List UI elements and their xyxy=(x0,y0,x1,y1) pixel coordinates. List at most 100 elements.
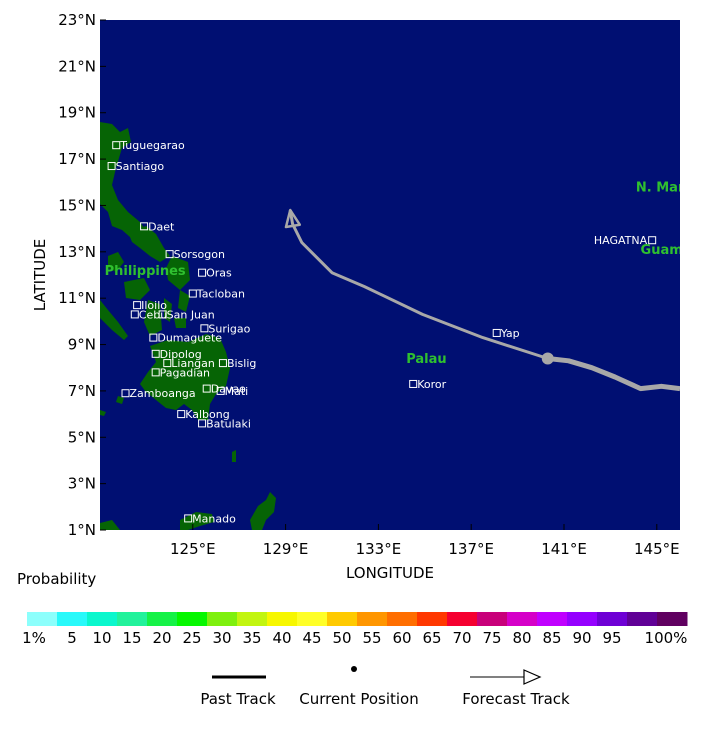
city-label: Yap xyxy=(500,327,520,340)
city-marker xyxy=(163,359,172,368)
legend-current-position-dot xyxy=(351,666,357,672)
lat-tick-label: 15°N xyxy=(58,196,96,214)
city-marker xyxy=(121,389,130,398)
city-marker xyxy=(216,386,225,395)
region-layer: Philippines Palau Guam N. Mari xyxy=(105,181,683,368)
lon-tick-label: 141°E xyxy=(541,540,587,558)
probability-label: 90 xyxy=(572,629,591,647)
lat-tick-label: 9°N xyxy=(68,336,96,354)
city-label: HAGATNA xyxy=(594,234,648,247)
city-label: Tuguegarao xyxy=(119,139,185,152)
mindanao-land xyxy=(140,334,230,420)
probability-swatch xyxy=(267,612,298,626)
city-marker xyxy=(107,162,116,171)
city-marker xyxy=(492,328,501,337)
city-label: Daet xyxy=(148,220,175,233)
lat-tick-label: 19°N xyxy=(58,104,96,122)
region-label: Guam xyxy=(641,243,683,258)
probability-swatch xyxy=(177,612,208,626)
probability-swatch xyxy=(207,612,238,626)
lon-tick-label: 145°E xyxy=(634,540,680,558)
lon-ticks: 125°E 129°E 133°E 137°E 141°E 145°E xyxy=(170,524,680,558)
lat-tick-label: 17°N xyxy=(58,150,96,168)
probability-swatch xyxy=(57,612,88,626)
city-label: Tacloban xyxy=(196,288,245,301)
probability-swatch xyxy=(447,612,478,626)
probability-label: 100% xyxy=(645,629,688,647)
legend-forecast-track-label: Forecast Track xyxy=(462,690,570,708)
forecast-track-line xyxy=(288,209,549,360)
probability-label: 10 xyxy=(92,629,111,647)
probability-label: 45 xyxy=(302,629,321,647)
palawan-land xyxy=(100,300,128,340)
city-label: Dipolog xyxy=(160,348,202,361)
probability-swatch xyxy=(147,612,178,626)
bicol-land xyxy=(128,226,170,262)
probability-swatch xyxy=(537,612,568,626)
city-label: Sorsogon xyxy=(174,248,225,261)
probability-swatch xyxy=(117,612,148,626)
city-label: Davao xyxy=(211,383,246,396)
city-label: Bislig xyxy=(227,357,256,370)
y-axis-label: LATITUDE xyxy=(31,239,49,312)
probability-label: 15 xyxy=(122,629,141,647)
probability-label: 25 xyxy=(182,629,201,647)
probability-swatch xyxy=(327,612,358,626)
city-marker xyxy=(200,324,209,333)
city-label: Cebu xyxy=(139,308,167,321)
lon-tick-label: 125°E xyxy=(170,540,216,558)
city-marker xyxy=(151,368,160,377)
city-label: Kalbong xyxy=(185,408,229,421)
city-label: Oras xyxy=(206,267,232,280)
probability-label: 80 xyxy=(512,629,531,647)
lon-tick-label: 129°E xyxy=(263,540,309,558)
forecast-arrow-icon xyxy=(284,208,302,229)
legend-current-position-label: Current Position xyxy=(299,690,419,708)
region-label: Philippines xyxy=(105,264,186,279)
probability-swatch xyxy=(237,612,268,626)
sulawesi-land xyxy=(180,512,214,530)
legend-past-track-label: Past Track xyxy=(200,690,276,708)
legend-forecast-arrow-icon xyxy=(523,669,542,685)
city-marker xyxy=(177,410,186,419)
small-island-1 xyxy=(232,450,236,462)
probability-swatch xyxy=(417,612,448,626)
ocean xyxy=(100,20,680,530)
city-label: Iloilo xyxy=(141,299,167,312)
probability-label: 75 xyxy=(482,629,501,647)
land-layer xyxy=(100,122,276,530)
probability-swatch xyxy=(507,612,538,626)
city-marker xyxy=(409,379,418,388)
city-label: Manado xyxy=(192,512,236,525)
probability-swatch xyxy=(657,612,688,626)
city-marker xyxy=(130,310,139,319)
city-label: Batulaki xyxy=(206,417,251,430)
probability-label: 70 xyxy=(452,629,471,647)
city-marker xyxy=(198,268,207,277)
sulu-land-2 xyxy=(100,410,106,416)
city-marker xyxy=(165,250,174,259)
probability-label: 5 xyxy=(67,629,77,647)
city-label: San Juan xyxy=(167,308,215,321)
city-label: Liangan xyxy=(171,357,215,370)
probability-label: 1% xyxy=(22,629,46,647)
lat-tick-label: 13°N xyxy=(58,243,96,261)
probability-label: 55 xyxy=(362,629,381,647)
city-marker xyxy=(198,419,207,428)
city-label: Santiago xyxy=(116,160,165,173)
track-legend: Past Track Current Position Forecast Tra… xyxy=(200,666,570,708)
current-position-marker xyxy=(541,352,554,365)
probability-label: 30 xyxy=(212,629,231,647)
probability-swatch xyxy=(387,612,418,626)
lat-tick-label: 1°N xyxy=(68,521,96,539)
lat-tick-label: 21°N xyxy=(58,57,96,75)
probability-swatch xyxy=(477,612,508,626)
probability-scale: 1% 5 10 15 20 25 30 35 40 45 50 55 60 65 70 75 80 85 90 95 1… xyxy=(22,612,688,647)
sulu-land xyxy=(116,396,124,404)
city-marker xyxy=(151,349,160,358)
probability-label: 40 xyxy=(272,629,291,647)
probability-swatch xyxy=(27,612,58,626)
probability-label: 20 xyxy=(152,629,171,647)
city-marker xyxy=(158,310,167,319)
probability-label: 95 xyxy=(602,629,621,647)
